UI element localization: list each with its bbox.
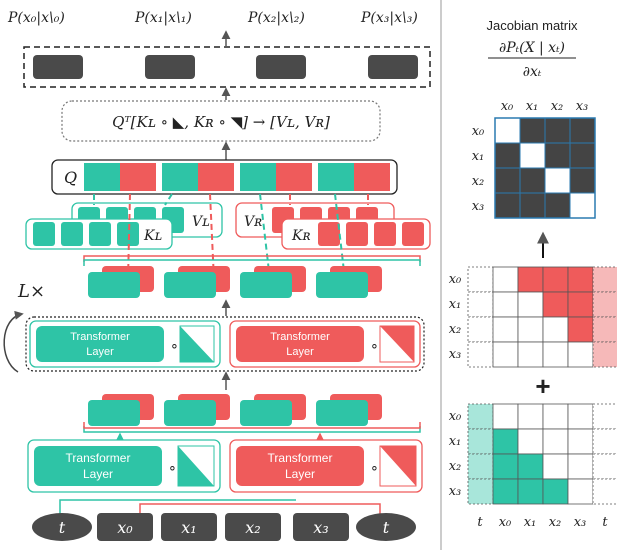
repeat-label: L× [17, 281, 45, 302]
svg-text:x₂: x₂ [449, 459, 462, 474]
output-label-0: P(x₀|x\₀) [7, 10, 65, 26]
svg-text:Layer: Layer [286, 346, 314, 358]
repeat-arrow [3, 310, 24, 373]
svg-text:Layer: Layer [285, 467, 315, 481]
output-token-2 [256, 55, 306, 79]
mask-teal [467, 403, 617, 505]
qkv-connectors [93, 193, 369, 281]
svg-text:x₁: x₁ [526, 99, 539, 114]
input-token-x2 [225, 513, 281, 541]
output-token-0 [33, 55, 83, 79]
svg-text:x₂: x₂ [549, 515, 562, 530]
output-token-box [23, 46, 431, 88]
transformer-right-base: Transformer Layer ∘ [229, 439, 423, 493]
input-token-x0 [97, 513, 153, 541]
svg-text:Layer: Layer [86, 346, 114, 358]
svg-text:x₃: x₃ [313, 518, 328, 537]
attention-formula: Qᵀ[Kʟ ∘ ◣, Kʀ ∘ ◥] → [Vʟ, Vʀ] [112, 113, 330, 131]
svg-text:Transformer: Transformer [66, 451, 131, 465]
kl-group: Kʟ [25, 218, 173, 250]
jacobian-denominator: ∂xₜ [523, 64, 542, 80]
jacobian-row-labels: x₀ x₁ x₂ x₃ [472, 124, 485, 214]
svg-text:x₁: x₁ [472, 149, 485, 164]
transformer-left-repeated: Transformer Layer ∘ [29, 320, 221, 368]
input-tokens: t x₀ x₁ x₂ x₃ t [32, 513, 416, 541]
svg-text:Transformer: Transformer [268, 451, 333, 465]
svg-text:t: t [477, 515, 483, 530]
hidden-tokens-lower [83, 394, 421, 433]
mask-teal-row-labels: x₀ x₁ x₂ x₃ [449, 409, 462, 499]
svg-text:x₂: x₂ [245, 518, 260, 537]
svg-text:x₃: x₃ [472, 199, 485, 214]
attention-formula-box [61, 100, 381, 142]
vl-label: Vʟ [192, 214, 210, 230]
svg-text:∘: ∘ [370, 459, 379, 475]
svg-text:x₀: x₀ [449, 272, 462, 287]
svg-text:∘: ∘ [170, 337, 179, 353]
svg-text:x₂: x₂ [472, 174, 485, 189]
svg-text:x₀: x₀ [499, 515, 512, 530]
query-tokens [84, 163, 390, 191]
mask-red [467, 266, 617, 368]
svg-text:x₃: x₃ [449, 347, 462, 362]
repeated-layer-box [25, 316, 425, 372]
output-labels: P(x₀|x\₀) P(x₁|x\₁) P(x₂|x\₂) P(x₃|x\₃) [7, 10, 418, 26]
svg-text:Layer: Layer [83, 467, 113, 481]
svg-text:x₀: x₀ [472, 124, 485, 139]
output-token-3 [368, 55, 418, 79]
kr-group: Kʀ [281, 218, 431, 250]
kl-label: Kʟ [143, 228, 162, 244]
transformer-right-repeated: Transformer Layer ∘ [229, 320, 421, 368]
query-box [51, 159, 398, 195]
mask-red-row-labels: x₀ x₁ x₂ x₃ [449, 272, 462, 362]
svg-text:x₃: x₃ [576, 99, 589, 114]
input-token-x3 [293, 513, 349, 541]
query-label: Q [64, 168, 77, 187]
svg-text:x₁: x₁ [449, 297, 462, 312]
transformer-left-base: Transformer Layer ∘ [27, 439, 221, 493]
svg-text:t: t [59, 518, 66, 537]
svg-text:t: t [602, 515, 608, 530]
jacobian-matrix [494, 117, 596, 219]
svg-text:x₀: x₀ [449, 409, 462, 424]
svg-text:x₃: x₃ [449, 484, 462, 499]
input-token-x1 [161, 513, 217, 541]
hidden-tokens-upper [83, 255, 421, 298]
svg-text:Transformer: Transformer [70, 331, 130, 343]
input-token-t-left [32, 513, 92, 541]
svg-text:Transformer: Transformer [270, 331, 330, 343]
svg-text:x₂: x₂ [449, 322, 462, 337]
svg-text:x₁: x₁ [524, 515, 537, 530]
svg-text:t: t [383, 518, 390, 537]
input-token-t-right [356, 513, 416, 541]
output-token-1 [145, 55, 195, 79]
kr-label: Kʀ [291, 228, 311, 244]
output-label-2: P(x₂|x\₂) [247, 10, 305, 26]
vr-label: Vʀ [244, 214, 262, 230]
input-connectors [59, 432, 381, 514]
jacobian-numerator: ∂Pₜ(X | xₜ) [499, 40, 565, 56]
mask-teal-col-labels: t x₀ x₁ x₂ x₃ t [477, 515, 608, 530]
svg-text:x₂: x₂ [551, 99, 564, 114]
svg-text:∘: ∘ [370, 337, 379, 353]
svg-text:∘: ∘ [168, 459, 177, 475]
jacobian-col-labels: x₀ x₁ x₂ x₃ [501, 99, 589, 114]
output-label-3: P(x₃|x\₃) [360, 10, 418, 26]
svg-text:x₀: x₀ [117, 518, 133, 537]
plus-sign: + [535, 371, 550, 401]
svg-text:x₁: x₁ [181, 518, 196, 537]
svg-text:x₃: x₃ [574, 515, 587, 530]
jacobian-title: Jacobian matrix [486, 18, 578, 33]
svg-text:x₀: x₀ [501, 99, 514, 114]
svg-text:x₁: x₁ [449, 434, 462, 449]
output-label-1: P(x₁|x\₁) [134, 10, 192, 26]
